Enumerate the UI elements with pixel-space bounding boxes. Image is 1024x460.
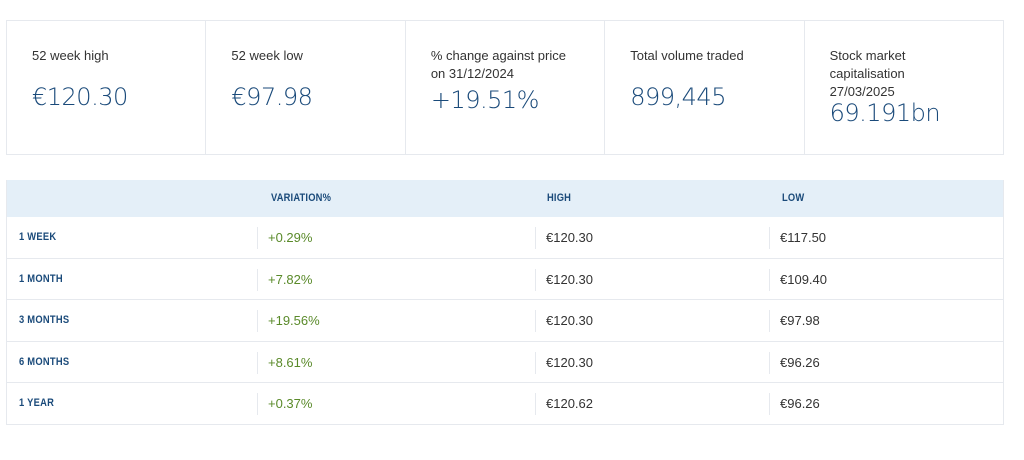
header-low: LOW	[782, 192, 805, 204]
header-high: HIGH	[547, 192, 572, 204]
row-low: €96.26	[769, 351, 820, 374]
stat-value: 899,445	[630, 83, 726, 111]
table-row: 1 WEEK +0.29% €120.30 €117.50	[7, 217, 1003, 259]
stat-value: €120.30	[32, 83, 128, 111]
table-row: 6 MONTHS +8.61% €120.30 €96.26	[7, 342, 1003, 384]
row-period: 1 YEAR	[19, 397, 55, 410]
row-variation: +19.56%	[257, 310, 320, 333]
stat-label: Total volume traded	[630, 48, 744, 63]
stat-label: Stock market capitalisation 27/03/2025	[829, 48, 906, 99]
stat-label: 52 week low	[231, 48, 303, 63]
row-high: €120.30	[535, 310, 593, 333]
row-period: 6 MONTHS	[19, 355, 70, 368]
row-high: €120.30	[535, 351, 593, 374]
row-variation: +8.61%	[257, 351, 312, 374]
row-high: €120.30	[535, 227, 593, 249]
stat-total-volume: Total volume traded 899,445	[605, 21, 805, 154]
row-period: 3 MONTHS	[19, 314, 70, 327]
stat-52-week-high: 52 week high €120.30	[7, 21, 207, 154]
row-low: €97.98	[769, 310, 820, 333]
variation-table: VARIATION% HIGH LOW 1 WEEK +0.29% €120.3…	[6, 180, 1004, 425]
row-period: 1 WEEK	[19, 231, 57, 243]
row-variation: +7.82%	[257, 268, 312, 291]
stat-value: 69.191bn	[829, 99, 941, 127]
stat-52-week-low: 52 week low €97.98	[206, 21, 406, 154]
table-row: 3 MONTHS +19.56% €120.30 €97.98	[7, 300, 1003, 342]
row-period: 1 MONTH	[19, 272, 63, 285]
stat-market-cap: Stock market capitalisation 27/03/2025 6…	[805, 21, 1003, 154]
table-row: 1 MONTH +7.82% €120.30 €109.40	[7, 259, 1003, 301]
row-variation: +0.37%	[257, 393, 312, 416]
stock-stats-panel: 52 week high €120.30 52 week low €97.98 …	[6, 20, 1004, 155]
stat-value: +19.51%	[430, 86, 540, 114]
header-variation: VARIATION%	[271, 192, 332, 204]
table-row: 1 YEAR +0.37% €120.62 €96.26	[7, 383, 1003, 425]
row-low: €109.40	[769, 268, 827, 291]
row-high: €120.62	[535, 393, 593, 416]
row-low: €96.26	[769, 393, 820, 416]
row-variation: +0.29%	[257, 227, 312, 249]
stat-percent-change: % change against price on 31/12/2024 +19…	[406, 21, 606, 154]
row-low: €117.50	[769, 227, 826, 249]
stat-value: €97.98	[231, 83, 313, 111]
table-header: VARIATION% HIGH LOW	[7, 180, 1003, 217]
stat-label: 52 week high	[32, 48, 109, 63]
stat-label: % change against price on 31/12/2024	[430, 48, 566, 81]
row-high: €120.30	[535, 268, 593, 291]
